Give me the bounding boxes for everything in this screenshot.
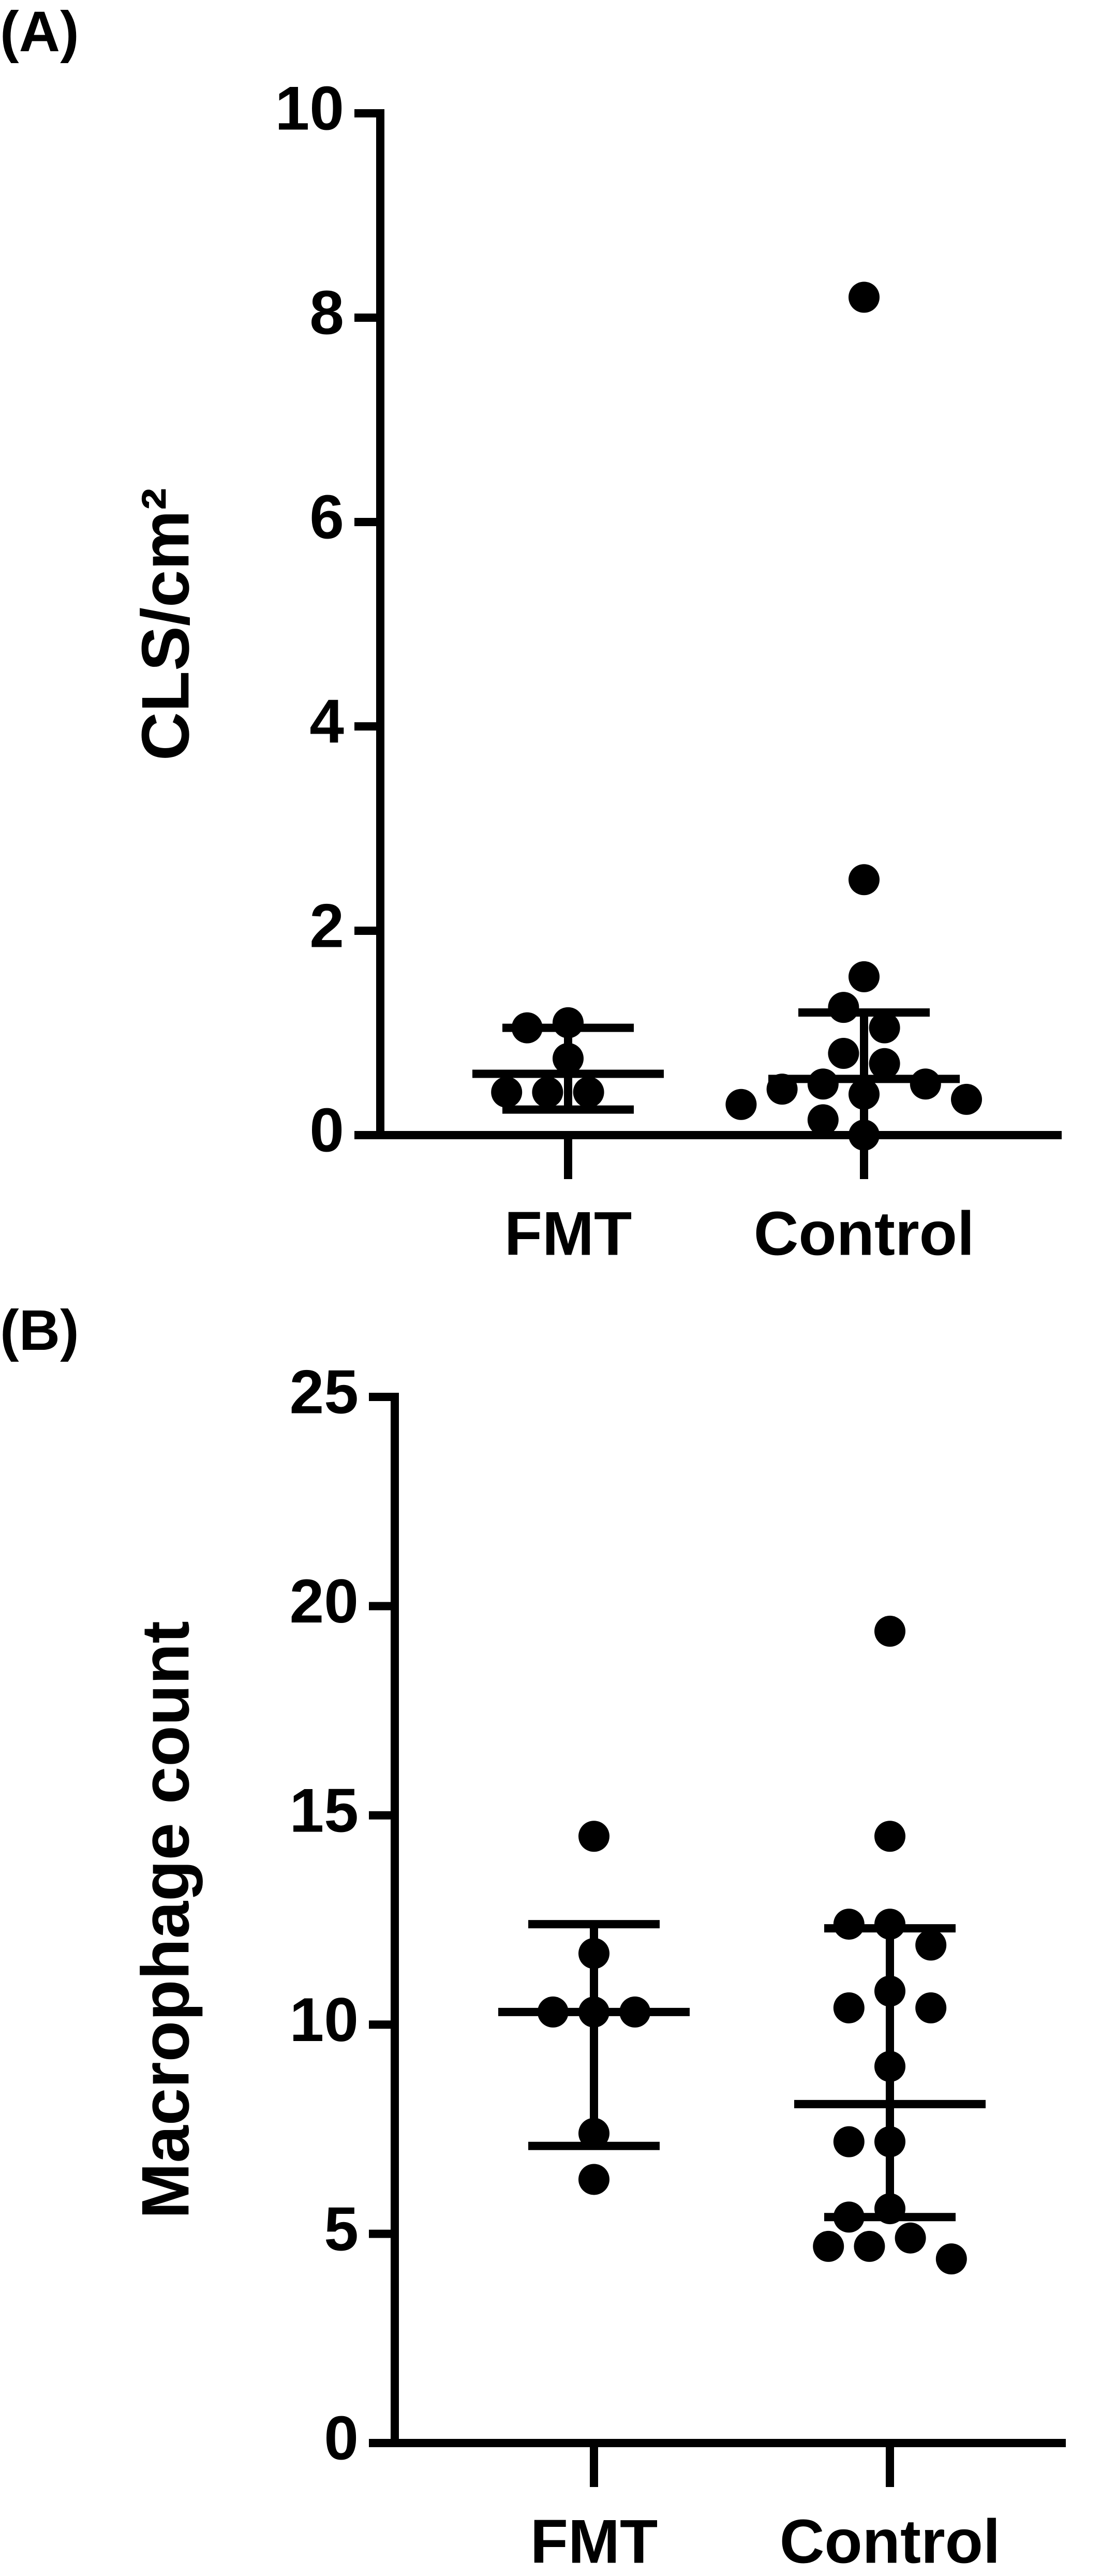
x-tick-label: Control — [754, 1199, 975, 1269]
data-point — [578, 2164, 609, 2195]
y-axis-label: Macrophage count — [127, 1621, 203, 2219]
data-point — [491, 1077, 523, 1108]
data-point — [910, 1068, 941, 1100]
data-point — [532, 1077, 563, 1108]
y-tick-label: 0 — [324, 2404, 359, 2473]
data-point — [849, 864, 880, 896]
data-point — [573, 1077, 604, 1108]
data-point — [807, 1068, 839, 1100]
panel-label: (A) — [0, 0, 79, 64]
data-point — [833, 1992, 865, 2023]
data-point — [951, 1083, 982, 1115]
y-tick-label: 0 — [309, 1096, 344, 1165]
data-point — [833, 1909, 865, 1940]
y-tick-label: 2 — [309, 891, 344, 961]
data-point — [578, 1821, 609, 1852]
data-point — [833, 2126, 865, 2157]
x-tick-label: FMT — [530, 2507, 658, 2576]
y-tick-label: 20 — [290, 1567, 359, 1636]
panel-label: (B) — [0, 1299, 79, 1362]
data-point — [854, 2230, 885, 2262]
data-point — [813, 2230, 844, 2262]
y-axis-label: CLS/cm² — [127, 488, 203, 761]
data-point — [869, 1048, 900, 1079]
x-tick-label: FMT — [504, 1199, 632, 1269]
data-point — [828, 1038, 859, 1069]
data-point — [874, 1615, 905, 1647]
y-tick-label: 10 — [275, 74, 344, 143]
data-point — [725, 1089, 757, 1120]
x-tick-label: Control — [780, 2507, 1001, 2576]
y-tick-label: 6 — [309, 483, 344, 552]
y-tick-label: 15 — [290, 1776, 359, 1845]
data-point — [915, 1992, 947, 2023]
data-point — [849, 281, 880, 313]
data-point — [828, 992, 859, 1023]
y-tick-label: 4 — [309, 687, 344, 756]
y-tick-label: 5 — [324, 2194, 359, 2264]
y-tick-label: 10 — [290, 1985, 359, 2054]
y-tick-label: 25 — [290, 1358, 359, 1427]
data-point — [869, 1012, 900, 1044]
data-point — [849, 961, 880, 992]
data-point — [935, 2243, 967, 2275]
data-point — [874, 1821, 905, 1852]
data-point — [895, 2222, 926, 2254]
data-point — [915, 1929, 947, 1961]
y-tick-label: 8 — [309, 278, 344, 348]
data-point — [807, 1104, 839, 1136]
